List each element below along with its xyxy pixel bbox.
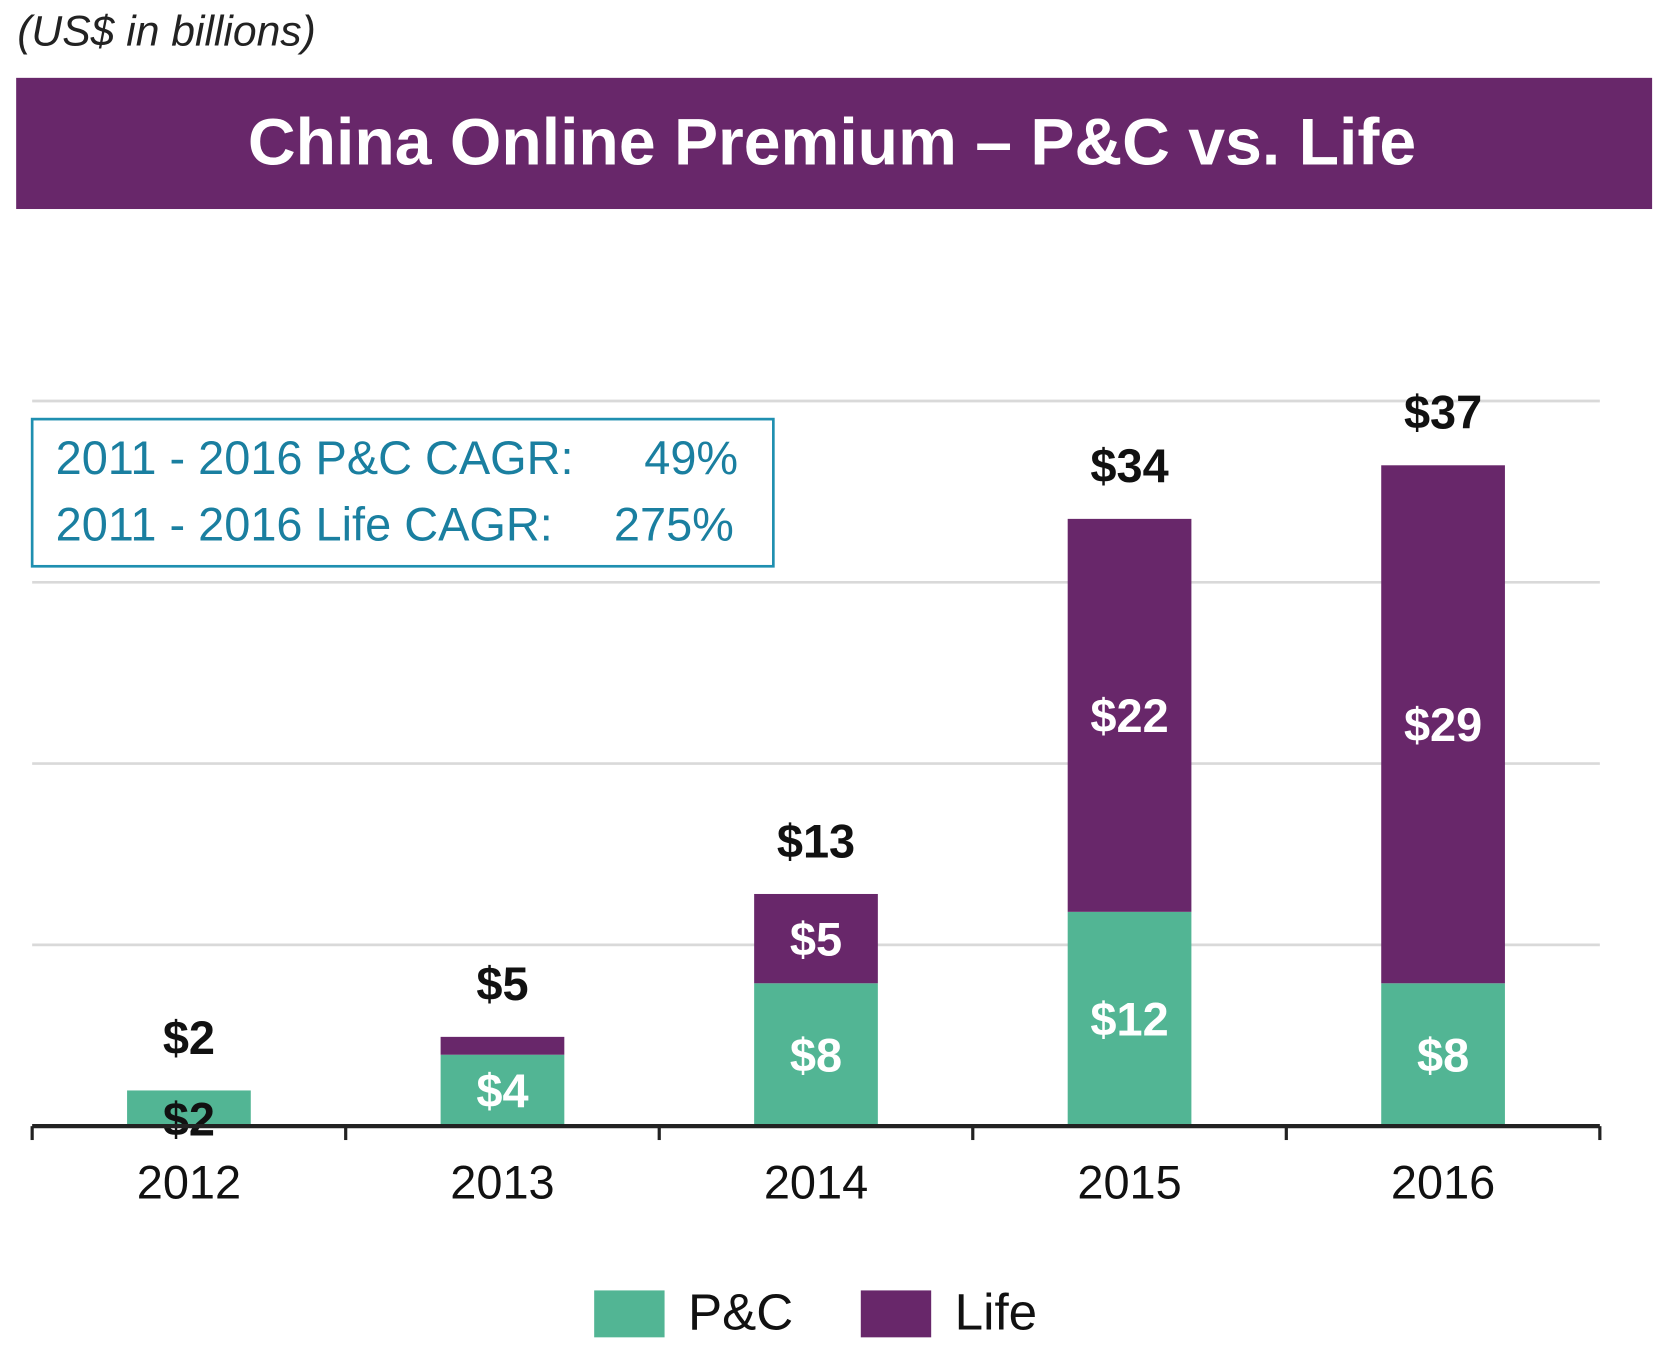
data-label: $2 [163, 1094, 215, 1146]
title-band [16, 77, 1653, 210]
total-label: $37 [1404, 387, 1482, 439]
x-tick-label: 2015 [1077, 1156, 1181, 1208]
annotation-label: 2011 - 2016 P&C CAGR: [56, 432, 574, 484]
legend-swatch [594, 1290, 665, 1338]
bar-segment [1381, 465, 1505, 984]
total-label: $5 [476, 958, 528, 1010]
data-label: $5 [790, 913, 842, 965]
total-label: $2 [163, 1012, 215, 1064]
data-label: $29 [1404, 699, 1482, 751]
x-tick-label: 2012 [137, 1156, 241, 1208]
bar-segment [440, 1036, 565, 1055]
bar-segment [1067, 911, 1192, 1127]
total-label: $13 [777, 815, 855, 867]
x-tick-label: 2014 [764, 1156, 868, 1208]
chart-title: China Online Premium – P&C vs. Life [248, 106, 1416, 180]
bar-segment [754, 893, 878, 984]
bar-segment [1381, 983, 1505, 1127]
grid [32, 399, 1600, 947]
annotation-value: 275% [614, 498, 734, 550]
data-label: $4 [476, 1065, 528, 1117]
data-label: $8 [790, 1029, 842, 1081]
annotation-value: 49% [644, 432, 738, 484]
data-label: $12 [1090, 994, 1168, 1046]
x-tick-label: 2013 [450, 1156, 554, 1208]
x-tick-label: 2016 [1391, 1156, 1495, 1208]
subtitle: (US$ in billions) [17, 7, 316, 55]
legend-label: P&C [688, 1284, 793, 1341]
bar-segment [1067, 518, 1192, 912]
annotation-label: 2011 - 2016 Life CAGR: [56, 498, 553, 550]
bar-segment [754, 983, 878, 1127]
bar-segment [127, 1090, 251, 1127]
cagr-box [30, 417, 775, 568]
legend-label: Life [955, 1284, 1038, 1341]
legend-swatch [860, 1290, 932, 1338]
bar-segment [440, 1054, 565, 1127]
total-label: $34 [1090, 440, 1168, 492]
data-label: $22 [1090, 690, 1168, 742]
bars [127, 465, 1505, 1127]
data-label: $8 [1417, 1029, 1469, 1081]
